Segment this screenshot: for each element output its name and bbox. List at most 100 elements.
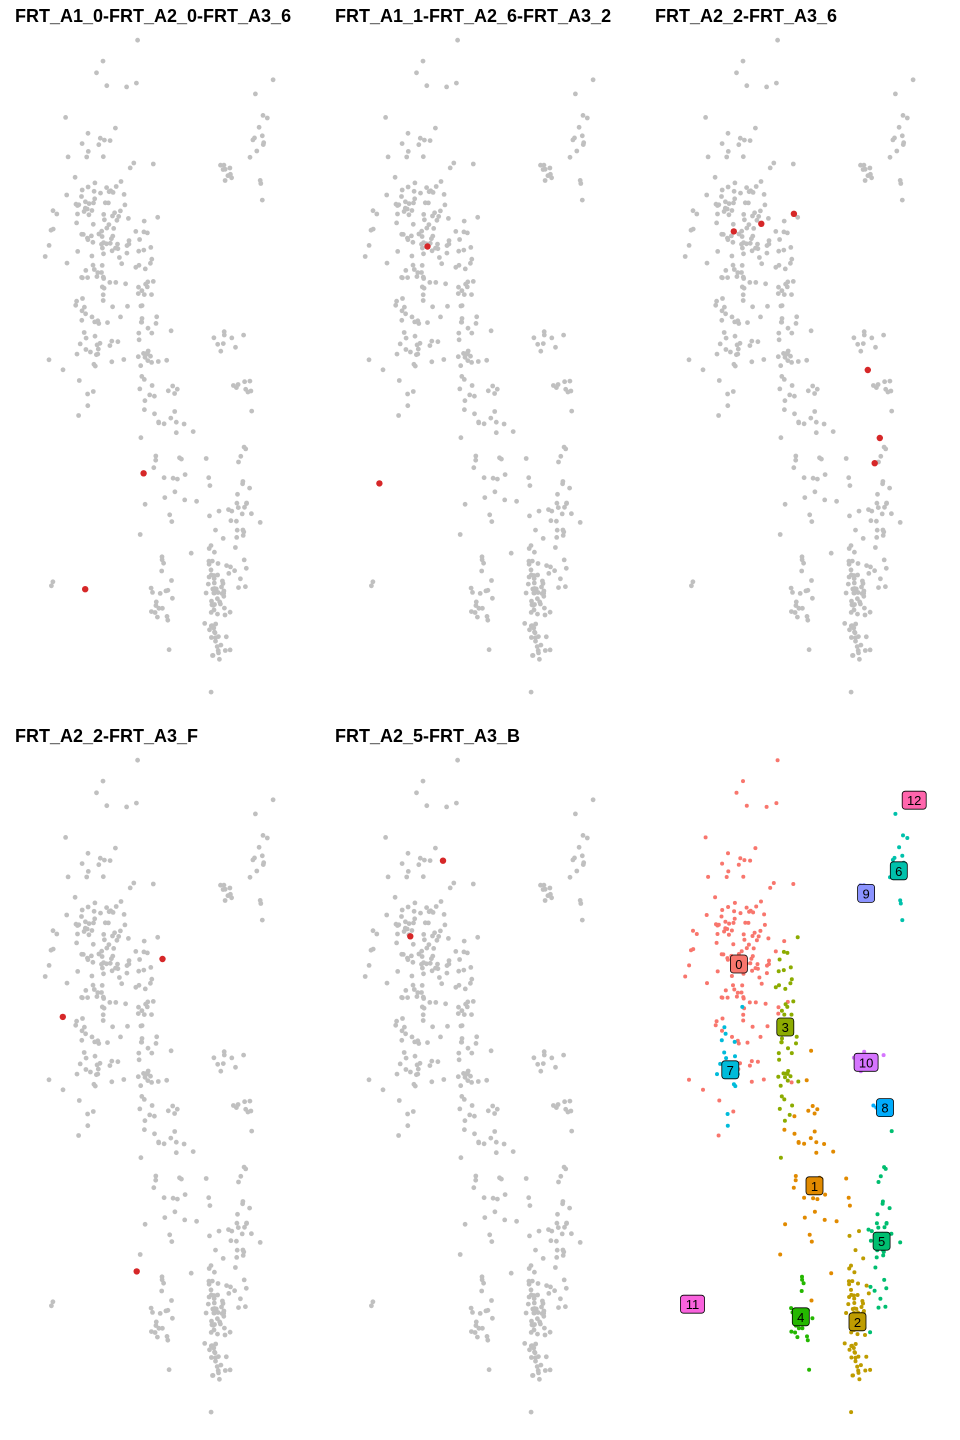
background-point xyxy=(159,1288,165,1294)
cluster-0-point xyxy=(742,858,747,863)
background-point xyxy=(435,961,440,967)
background-point xyxy=(793,453,799,459)
cluster-0-point xyxy=(754,904,759,909)
background-point xyxy=(433,904,439,909)
background-point xyxy=(99,270,104,275)
background-point xyxy=(220,1298,225,1304)
background-point xyxy=(244,501,249,506)
background-point xyxy=(455,1011,461,1016)
background-point xyxy=(561,557,567,563)
background-point xyxy=(91,361,97,367)
background-point xyxy=(235,1225,241,1230)
cluster-0-point xyxy=(739,990,744,995)
background-point xyxy=(403,1031,408,1037)
background-point xyxy=(224,1283,230,1288)
background-point xyxy=(809,578,814,583)
background-point xyxy=(540,887,546,892)
background-point xyxy=(80,275,85,281)
background-point xyxy=(528,1263,534,1268)
background-point xyxy=(522,1341,528,1346)
background-point xyxy=(409,953,414,959)
cluster-5-point xyxy=(869,1229,874,1234)
background-point xyxy=(812,409,818,414)
background-point xyxy=(465,230,470,236)
cluster-3-point xyxy=(777,983,781,988)
background-point xyxy=(107,1063,113,1068)
background-point xyxy=(100,874,106,880)
background-point xyxy=(508,550,514,556)
background-point xyxy=(100,292,106,298)
cluster-2-point xyxy=(853,1342,858,1346)
background-point xyxy=(484,1077,490,1083)
background-point xyxy=(166,1367,172,1373)
background-point xyxy=(580,862,586,867)
background-point xyxy=(419,263,425,268)
background-point xyxy=(719,231,725,237)
background-point xyxy=(716,378,722,383)
background-point xyxy=(473,1041,479,1046)
background-point xyxy=(253,811,258,817)
background-point xyxy=(445,1023,450,1029)
background-point xyxy=(456,982,462,988)
cluster-3-point xyxy=(773,985,778,990)
background-point xyxy=(531,607,537,613)
background-point xyxy=(94,994,100,999)
background-point xyxy=(149,1050,155,1056)
background-point xyxy=(462,501,468,507)
background-point xyxy=(215,1316,220,1322)
background-point xyxy=(90,982,96,988)
background-point xyxy=(419,983,425,988)
background-point xyxy=(80,995,85,1001)
background-point xyxy=(527,483,533,488)
background-point xyxy=(115,966,121,972)
background-point xyxy=(472,1113,477,1119)
background-point xyxy=(715,211,720,217)
background-point xyxy=(234,1255,240,1260)
background-point xyxy=(502,1217,508,1223)
cluster-3-point xyxy=(780,1036,784,1041)
cluster-2-point xyxy=(857,1377,862,1382)
background-point xyxy=(862,612,868,618)
background-point xyxy=(441,357,447,362)
background-point xyxy=(148,585,154,591)
background-point xyxy=(216,508,222,514)
background-point xyxy=(537,656,542,662)
background-point xyxy=(136,330,142,336)
background-point xyxy=(494,1106,500,1112)
background-point xyxy=(481,1141,487,1147)
cluster-6-point xyxy=(898,901,903,906)
background-point xyxy=(788,260,793,266)
background-point xyxy=(433,184,439,189)
cluster-0-point xyxy=(726,869,731,874)
background-point xyxy=(92,916,98,922)
cluster-1-point xyxy=(791,1185,796,1190)
background-point xyxy=(172,409,178,414)
background-point xyxy=(238,453,244,459)
background-point xyxy=(149,1103,155,1108)
background-point xyxy=(544,1283,549,1288)
background-point xyxy=(725,403,731,409)
background-point xyxy=(370,208,376,214)
background-point xyxy=(860,341,866,346)
background-point xyxy=(753,125,758,131)
background-point xyxy=(220,887,226,892)
background-point xyxy=(74,298,79,304)
background-point xyxy=(172,1129,178,1134)
background-point xyxy=(91,200,96,206)
background-point xyxy=(417,135,423,141)
background-point xyxy=(153,453,159,459)
cluster-0-point xyxy=(755,962,760,967)
background-point xyxy=(419,948,425,954)
background-point xyxy=(417,855,423,861)
background-point xyxy=(167,1232,173,1238)
background-point xyxy=(415,1066,421,1072)
cluster-0-point xyxy=(719,914,724,919)
background-point xyxy=(203,456,209,461)
cluster-0-point xyxy=(776,1005,781,1010)
background-point xyxy=(473,1323,479,1328)
background-point xyxy=(725,130,731,136)
background-point xyxy=(65,874,71,880)
background-point xyxy=(124,970,130,976)
background-point xyxy=(420,298,426,303)
background-point xyxy=(751,226,757,231)
